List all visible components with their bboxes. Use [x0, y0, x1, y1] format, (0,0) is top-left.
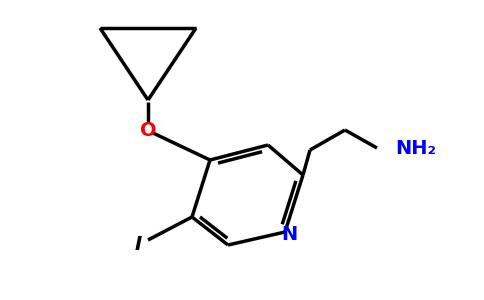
Text: I: I [135, 236, 142, 254]
Text: NH₂: NH₂ [395, 139, 436, 158]
Text: N: N [281, 224, 297, 244]
Text: O: O [140, 121, 156, 140]
